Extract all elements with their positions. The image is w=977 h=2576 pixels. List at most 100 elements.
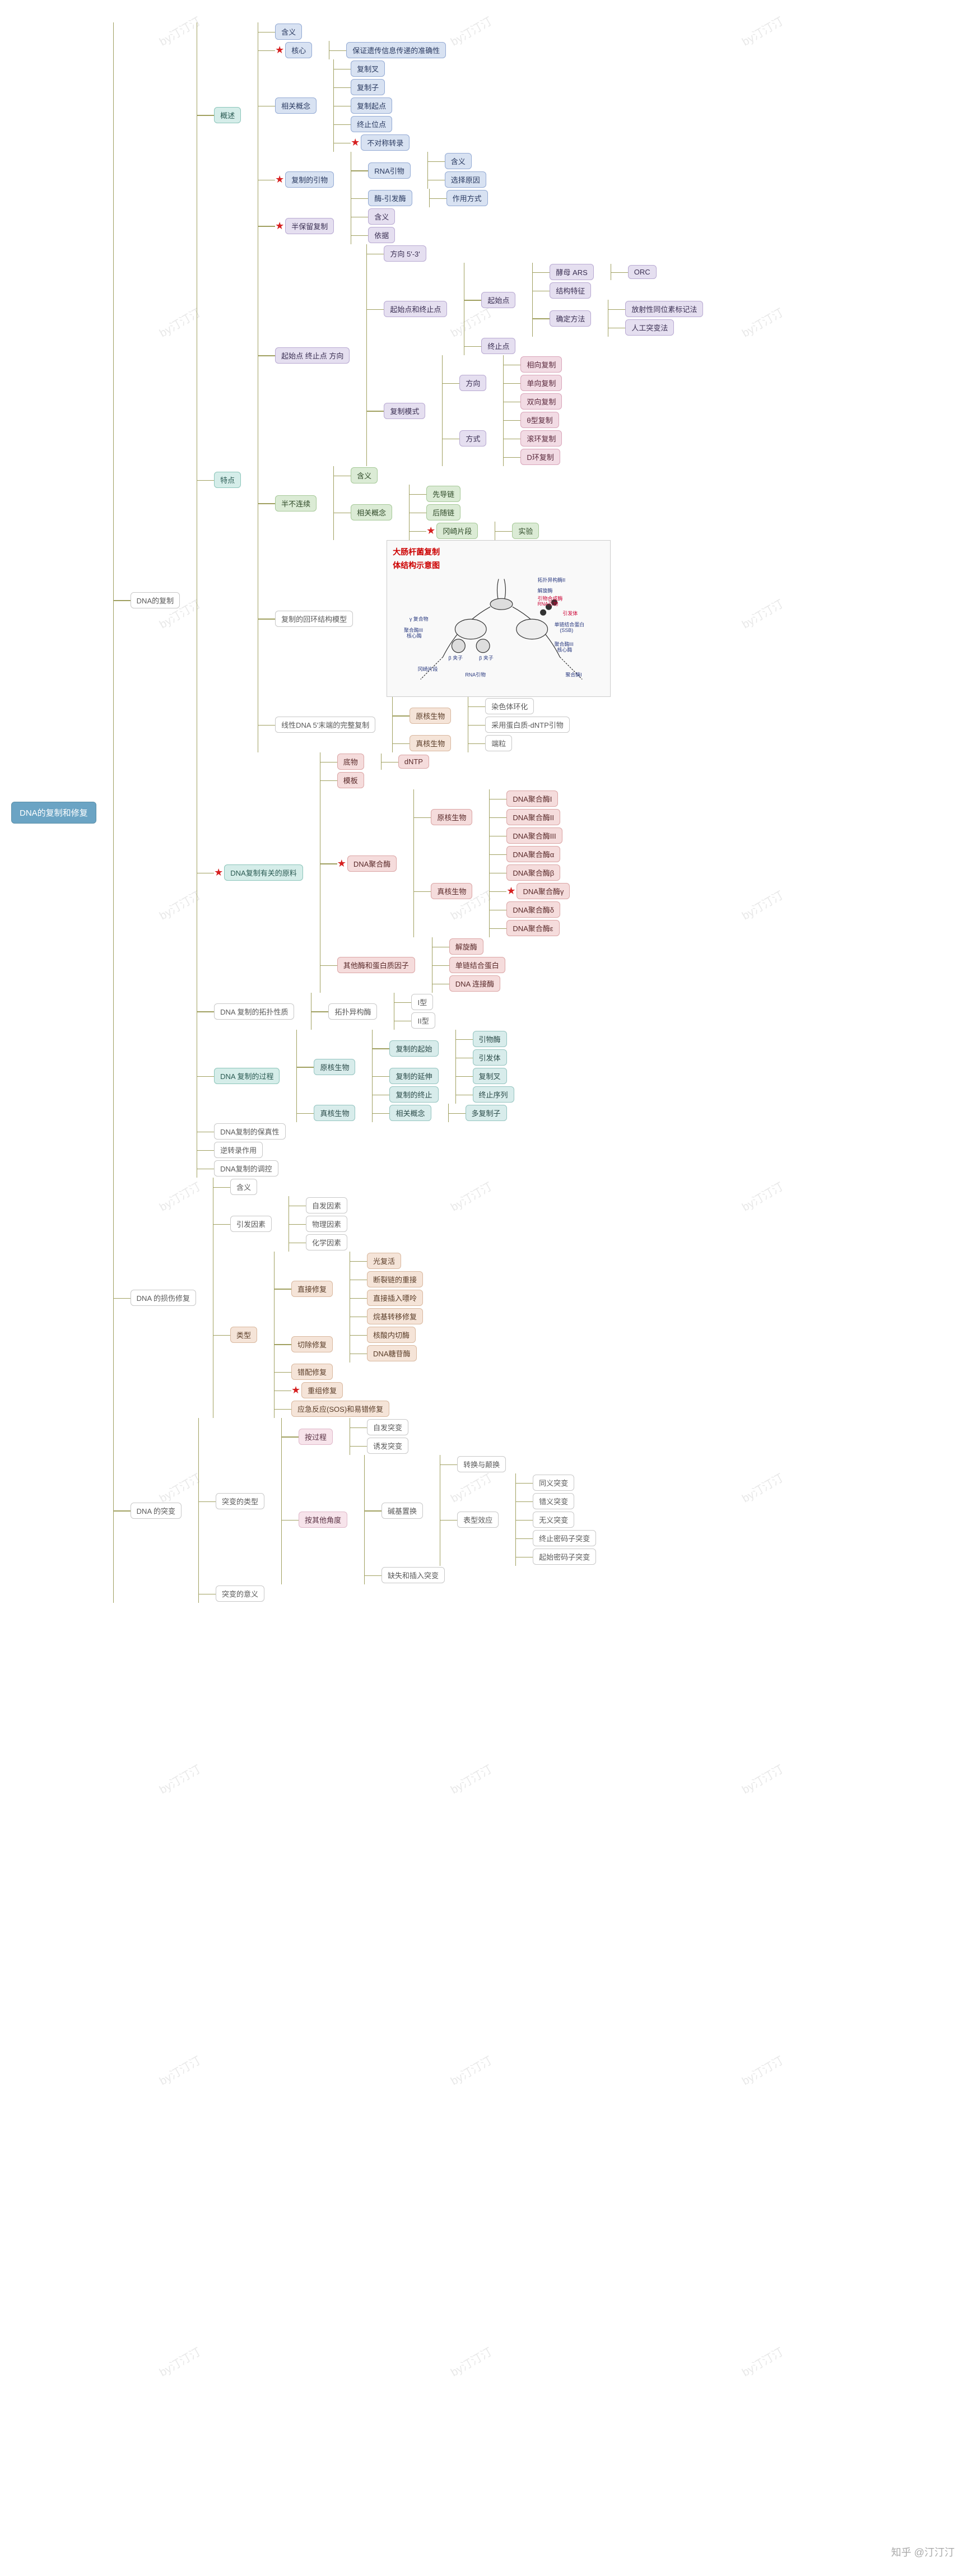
node: 采用蛋白质-dNTP引物: [485, 717, 570, 733]
node-wrapper: RNA引物: [368, 161, 410, 180]
branch-row: ★冈崎片段实验: [426, 522, 539, 540]
node-wrapper: 转换与颠换: [457, 1455, 506, 1473]
children: 相向复制单向复制双向复制: [503, 355, 562, 411]
branch-row: 相关概念多复制子: [389, 1104, 506, 1122]
node-wrapper: ★核心: [275, 41, 312, 59]
children: 含义★核心保证遗传信息传递的准确性相关概念复制叉复制子复制起点终止位点★不对称转…: [258, 22, 488, 207]
node-wrapper: 底物: [337, 752, 364, 771]
node: DNA聚合酶: [347, 855, 397, 872]
node-wrapper: II型: [411, 1011, 435, 1030]
node-wrapper: DNA 复制的过程: [214, 1067, 280, 1085]
branch-row: 类型直接修复光复活断裂链的重接直接插入嘌呤烷基转移修复切除修复核酸内切酶DNA糖…: [230, 1252, 423, 1418]
node: 终止序列: [473, 1086, 514, 1103]
node-wrapper: ★重组修复: [291, 1381, 343, 1399]
mindmap-container: DNA的复制和修复 DNA的复制概述含义★核心保证遗传信息传递的准确性相关概念复…: [0, 0, 977, 1625]
branch-row: 后随链: [426, 503, 539, 522]
children: DNA聚合酶αDNA聚合酶β★DNA聚合酶γDNA聚合酶δDNA聚合酶ε: [489, 845, 570, 937]
branch-row: 引发因素自发因素物理因素化学因素: [230, 1196, 423, 1252]
node-wrapper: 含义: [351, 466, 378, 485]
branch-row: 光复活: [367, 1252, 423, 1270]
node: 诱发突变: [367, 1438, 408, 1454]
node-wrapper: DNA聚合酶β: [506, 863, 560, 882]
node-wrapper: 方向: [459, 374, 486, 392]
node: 含义: [230, 1179, 257, 1195]
node-wrapper: DNA聚合酶ε: [506, 919, 559, 937]
node: 终止点: [481, 338, 515, 354]
branch-row: 端粒: [485, 734, 512, 752]
node: 直接插入嘌呤: [367, 1290, 423, 1306]
node-wrapper: 相向复制: [520, 355, 562, 374]
node-wrapper: 复制叉: [473, 1067, 507, 1085]
node-wrapper: 物理因素: [306, 1215, 347, 1233]
node-wrapper: 拓扑异构酶: [328, 1002, 377, 1021]
branch-row: 含义: [230, 1178, 423, 1196]
node-wrapper: 半不连续: [275, 494, 317, 513]
node: DNA 的损伤修复: [131, 1290, 196, 1306]
node-wrapper: 复制的回环结构模型: [275, 610, 353, 628]
node: 含义: [368, 208, 395, 225]
node: 复制的终止: [389, 1086, 438, 1103]
node: I型: [411, 994, 433, 1010]
children: 方向相向复制单向复制双向复制方式θ型复制滚环复制D环复制: [442, 355, 562, 466]
branch-row: 终止点: [481, 337, 703, 355]
children: 核酸内切酶DNA糖苷酶: [350, 1326, 416, 1363]
node: DNA 的突变: [131, 1503, 182, 1519]
attribution: 知乎 @汀汀汀: [885, 2545, 955, 2559]
children: 转换与颠换表型效应同义突变错义突变无义突变终止密码子突变起始密码子突变: [440, 1455, 596, 1566]
children: 直接修复光复活断裂链的重接直接插入嘌呤烷基转移修复切除修复核酸内切酶DNA糖苷酶…: [274, 1252, 423, 1418]
node: DNA 复制的过程: [214, 1068, 280, 1084]
branch-row: 终止序列: [473, 1085, 514, 1104]
svg-text:聚合酶I: 聚合酶I: [566, 672, 582, 678]
children: 引物酶引发体: [455, 1030, 507, 1067]
children: 相关概念多复制子: [372, 1104, 506, 1122]
node: DNA复制的调控: [214, 1160, 278, 1177]
branch-row: 自发因素: [306, 1196, 347, 1215]
branch-row: 直接插入嘌呤: [367, 1289, 423, 1307]
node-wrapper: 复制模式: [384, 402, 425, 420]
node-wrapper: 起始点 终止点 方向: [275, 346, 350, 365]
branch-row: 滚环复制: [520, 429, 562, 448]
node: 染色体环化: [485, 698, 534, 714]
branch-row: 人工突变法: [625, 318, 703, 337]
node-wrapper: DNA聚合酶II: [506, 808, 560, 826]
node: 化学因素: [306, 1234, 347, 1250]
node: 复制的回环结构模型: [275, 611, 353, 627]
branch-row: DNA复制的保真性: [214, 1122, 703, 1141]
branch-row: 原核生物复制的起始引物酶引发体复制的延伸复制叉复制的终止终止序列: [314, 1030, 514, 1104]
branch-row: RNA引物含义选择原因: [368, 152, 487, 189]
node-wrapper: 多复制子: [466, 1104, 507, 1122]
branch-row: 引物酶: [473, 1030, 507, 1048]
branch-row: 含义: [445, 152, 486, 170]
node-wrapper: θ型复制: [520, 411, 559, 429]
branch-row: 线性DNA 5'末端的完整复制原核生物染色体环化采用蛋白质-dNTP引物真核生物…: [275, 697, 703, 752]
svg-text:核心酶: 核心酶: [407, 633, 422, 639]
node: 特点: [214, 472, 241, 488]
node: 复制的引物: [285, 171, 334, 188]
node: 直接修复: [291, 1281, 333, 1297]
node: 起始点 终止点 方向: [275, 347, 350, 364]
node: 依据: [368, 227, 395, 243]
branch-row: D环复制: [520, 448, 562, 466]
node-wrapper: 确定方法: [550, 309, 591, 328]
branch-row: 起始点酵母 ARSORC结构特征确定方法放射性同位素标记法人工突变法: [481, 263, 703, 337]
branch-row: DNA聚合酶β: [506, 863, 570, 882]
branch-row: DNA 复制的过程原核生物复制的起始引物酶引发体复制的延伸复制叉复制的终止终止序…: [214, 1030, 703, 1122]
branch-row: 按过程自发突变诱发突变: [299, 1418, 596, 1455]
branch-row: 相关概念先导链后随链★冈崎片段实验: [351, 485, 539, 540]
node-wrapper: 酶-引发酶: [368, 189, 412, 207]
node: 自发突变: [367, 1419, 408, 1435]
watermark: by汀汀汀: [447, 2052, 495, 2089]
branch-row: 复制子: [351, 78, 410, 96]
node-wrapper: 直接修复: [291, 1280, 333, 1298]
svg-text:(SSB): (SSB): [560, 627, 574, 633]
node: 单链结合蛋白: [449, 957, 505, 973]
node: ORC: [628, 265, 657, 279]
node-wrapper: 原核生物: [431, 808, 472, 826]
branch-row: DNA糖苷酶: [367, 1344, 416, 1363]
branch-row: 碱基置换转换与颠换表型效应同义突变错义突变无义突变终止密码子突变起始密码子突变: [382, 1455, 596, 1566]
svg-text:RNA引物: RNA引物: [538, 601, 559, 607]
node-wrapper: DNA 连接酶: [449, 974, 500, 993]
node: 多复制子: [466, 1105, 507, 1121]
node: 不对称转录: [361, 134, 410, 151]
children: θ型复制滚环复制D环复制: [503, 411, 562, 466]
